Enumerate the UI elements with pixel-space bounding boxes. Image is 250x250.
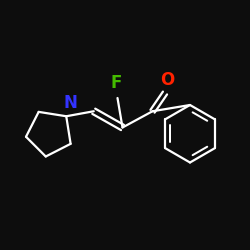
Text: N: N <box>64 94 78 112</box>
Text: O: O <box>160 71 174 89</box>
Text: F: F <box>110 74 122 92</box>
